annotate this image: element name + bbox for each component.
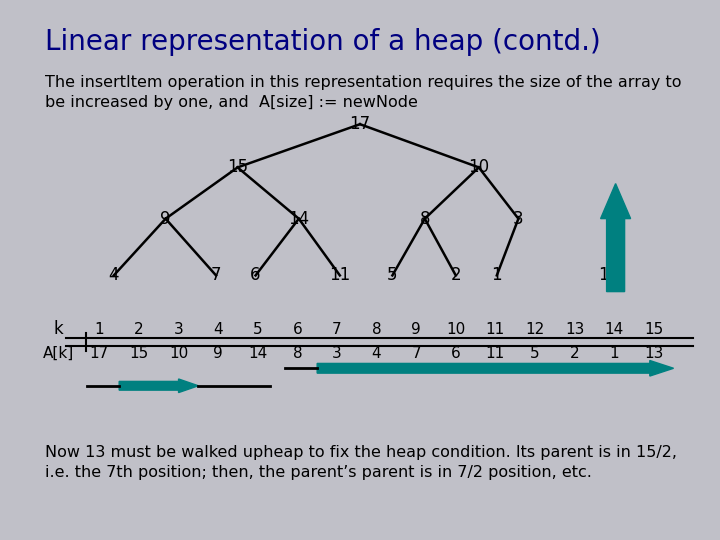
Text: 11: 11 bbox=[486, 346, 505, 361]
Text: 3: 3 bbox=[174, 322, 184, 337]
Text: 7: 7 bbox=[411, 346, 421, 361]
Text: 2: 2 bbox=[570, 346, 580, 361]
Text: 14: 14 bbox=[605, 322, 624, 337]
FancyArrow shape bbox=[600, 184, 631, 292]
Text: 8: 8 bbox=[420, 210, 430, 228]
Text: Now 13 must be walked upheap to fix the heap condition. Its parent is in 15/2,: Now 13 must be walked upheap to fix the … bbox=[45, 445, 677, 460]
Text: 4: 4 bbox=[213, 322, 223, 337]
Text: 3: 3 bbox=[513, 210, 523, 228]
Text: 2: 2 bbox=[134, 322, 144, 337]
Text: 13: 13 bbox=[644, 346, 663, 361]
FancyArrow shape bbox=[318, 361, 674, 376]
Text: i.e. the 7th position; then, the parent’s parent is in 7/2 position, etc.: i.e. the 7th position; then, the parent’… bbox=[45, 465, 592, 480]
Text: 6: 6 bbox=[451, 346, 461, 361]
Text: 5: 5 bbox=[530, 346, 540, 361]
Text: A[k]: A[k] bbox=[42, 346, 74, 361]
Text: 9: 9 bbox=[161, 210, 171, 228]
Text: 10: 10 bbox=[169, 346, 188, 361]
Text: 2: 2 bbox=[451, 266, 461, 285]
Text: 1: 1 bbox=[492, 266, 502, 285]
Text: 11: 11 bbox=[329, 266, 351, 285]
Text: 13: 13 bbox=[598, 266, 619, 285]
Text: 14: 14 bbox=[248, 346, 267, 361]
Text: 10: 10 bbox=[446, 322, 465, 337]
Text: The insertItem operation in this representation requires the size of the array t: The insertItem operation in this represe… bbox=[45, 75, 682, 90]
Text: 15: 15 bbox=[644, 322, 663, 337]
Text: 10: 10 bbox=[468, 158, 490, 177]
Text: 14: 14 bbox=[288, 210, 310, 228]
Text: 9: 9 bbox=[213, 346, 223, 361]
Text: 13: 13 bbox=[565, 322, 584, 337]
Text: 5: 5 bbox=[387, 266, 397, 285]
Text: k: k bbox=[53, 320, 63, 339]
Text: 15: 15 bbox=[130, 346, 148, 361]
Text: 7: 7 bbox=[211, 266, 221, 285]
Text: 4: 4 bbox=[109, 266, 119, 285]
Text: 1: 1 bbox=[94, 322, 104, 337]
Text: Linear representation of a heap (contd.): Linear representation of a heap (contd.) bbox=[45, 28, 600, 56]
Text: 3: 3 bbox=[332, 346, 342, 361]
FancyArrow shape bbox=[120, 379, 199, 393]
Text: 4: 4 bbox=[372, 346, 382, 361]
Text: 12: 12 bbox=[526, 322, 544, 337]
Text: 11: 11 bbox=[486, 322, 505, 337]
Text: 6: 6 bbox=[292, 322, 302, 337]
Text: 5: 5 bbox=[253, 322, 263, 337]
Text: be increased by one, and  A[size] := newNode: be increased by one, and A[size] := newN… bbox=[45, 95, 418, 110]
Text: 1: 1 bbox=[609, 346, 619, 361]
Text: 9: 9 bbox=[411, 322, 421, 337]
Text: 17: 17 bbox=[349, 115, 371, 133]
Text: 8: 8 bbox=[372, 322, 382, 337]
Text: 7: 7 bbox=[332, 322, 342, 337]
Text: 6: 6 bbox=[251, 266, 261, 285]
Text: 8: 8 bbox=[292, 346, 302, 361]
Text: 17: 17 bbox=[90, 346, 109, 361]
Text: 15: 15 bbox=[227, 158, 248, 177]
